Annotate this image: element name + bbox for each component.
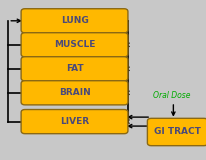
FancyBboxPatch shape: [21, 57, 127, 81]
FancyBboxPatch shape: [147, 118, 206, 146]
Text: LIVER: LIVER: [60, 117, 89, 126]
Text: FAT: FAT: [65, 64, 83, 73]
Text: MUSCLE: MUSCLE: [54, 40, 95, 49]
FancyBboxPatch shape: [21, 81, 127, 105]
FancyBboxPatch shape: [21, 33, 127, 57]
FancyBboxPatch shape: [21, 109, 127, 134]
Text: Oral Dose: Oral Dose: [152, 91, 190, 100]
Text: BRAIN: BRAIN: [58, 88, 90, 97]
Text: GI TRACT: GI TRACT: [153, 128, 200, 136]
FancyBboxPatch shape: [21, 9, 127, 33]
Text: LUNG: LUNG: [60, 16, 88, 25]
